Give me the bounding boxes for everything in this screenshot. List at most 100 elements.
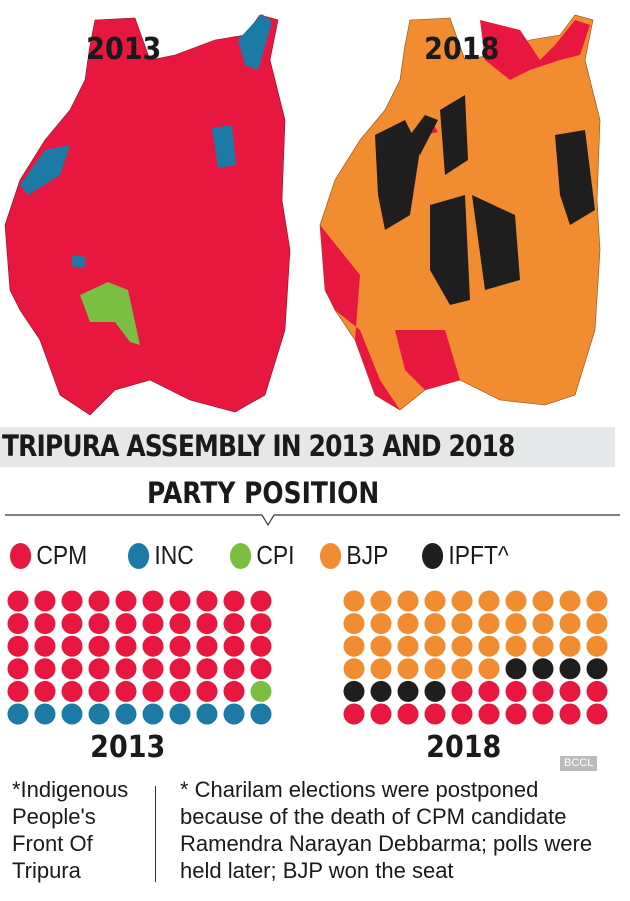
seat-dot-2018-ipft [370, 680, 392, 702]
seat-dot-2013-cpm [88, 658, 110, 680]
seat-dot-2018-cpm [532, 703, 554, 725]
seat-dot-2018-cpm [451, 703, 473, 725]
seat-dot-2018-cpm [343, 703, 365, 725]
seat-dot-2018-bjp [424, 590, 446, 612]
seat-dot-2013-cpm [223, 613, 245, 635]
seat-dot-2018-cpm [505, 703, 527, 725]
seat-dot-2013-cpm [7, 680, 29, 702]
seat-dot-2013-cpm [7, 613, 29, 635]
note-ipft: *Indigenous People's Front Of Tripura [12, 777, 129, 883]
seat-dot-2018-bjp [478, 613, 500, 635]
legend-dot [422, 542, 444, 569]
seat-dot-2013-inc [223, 703, 245, 725]
title: TRIPURA ASSEMBLY IN 2013 AND 2018 [2, 429, 515, 463]
maps [4, 14, 601, 416]
map-2013-cpm [4, 14, 291, 416]
seat-dot-2018-cpm [505, 680, 527, 702]
seat-dot-2013-cpm [142, 635, 164, 657]
seat-dot-2018-cpm [532, 680, 554, 702]
legend-dot [320, 542, 342, 569]
seat-dot-2018-bjp [451, 590, 473, 612]
waffle-2018-title: 2018 [426, 730, 502, 765]
seat-dot-2018-ipft [559, 658, 581, 680]
seat-dot-2013-cpm [88, 635, 110, 657]
seat-dot-2013-cpm [196, 680, 218, 702]
seat-dot-2013-cpm [196, 658, 218, 680]
seat-dot-2018-cpm [397, 703, 419, 725]
seat-dot-2018-bjp [559, 635, 581, 657]
map-2013-label: 2013 [86, 32, 162, 67]
legend-item-ipft: IPFT^ [422, 540, 509, 571]
seat-dot-2018-bjp [343, 635, 365, 657]
seat-dot-2013-cpm [142, 658, 164, 680]
seat-dot-2018-bjp [586, 613, 608, 635]
seat-dot-2013-cpm [196, 613, 218, 635]
seat-dot-2018-bjp [370, 658, 392, 680]
legend-item-bjp: BJP [320, 540, 388, 571]
seat-dot-2018-ipft [343, 680, 365, 702]
seat-dot-2013-cpm [196, 635, 218, 657]
seat-dot-2013-cpm [115, 680, 137, 702]
seat-dot-2013-cpm [250, 590, 272, 612]
seat-dot-2013-cpm [169, 635, 191, 657]
seat-dot-2013-inc [7, 703, 29, 725]
seat-dot-2018-bjp [505, 590, 527, 612]
seat-dot-2018-bjp [343, 658, 365, 680]
seat-dot-2013-cpm [61, 680, 83, 702]
waffle-2013-title: 2013 [90, 730, 166, 765]
seat-dot-2013-cpm [88, 680, 110, 702]
seat-dot-2013-cpm [34, 635, 56, 657]
seat-dot-2018-cpm [559, 703, 581, 725]
seat-dot-2013-inc [142, 703, 164, 725]
legend-label: CPI [256, 540, 295, 570]
seat-dot-2013-inc [115, 703, 137, 725]
seat-dot-2018-ipft [424, 680, 446, 702]
legend-label: INC [154, 540, 194, 570]
map-2018 [319, 14, 601, 411]
seat-dot-2018-bjp [343, 613, 365, 635]
seat-dot-2018-bjp [586, 590, 608, 612]
seat-dot-2018-bjp [397, 613, 419, 635]
seat-dot-2018-bjp [370, 613, 392, 635]
seat-dot-2018-ipft [397, 680, 419, 702]
seat-dot-2013-cpm [169, 658, 191, 680]
legend-item-inc: INC [128, 540, 194, 571]
seat-dot-2018-bjp [397, 658, 419, 680]
map-2018-label: 2018 [424, 32, 500, 67]
seat-dot-2018-bjp [559, 590, 581, 612]
seat-dot-2018-bjp [370, 590, 392, 612]
map-2013-inc [20, 14, 272, 268]
seat-dot-2013-cpm [115, 613, 137, 635]
seat-dot-2018-cpm [586, 703, 608, 725]
seat-dot-2013-cpm [223, 680, 245, 702]
legend-item-cpi: CPI [230, 540, 295, 571]
seat-dot-2013-cpm [34, 590, 56, 612]
seat-dot-2013-inc [196, 703, 218, 725]
subtitle: PARTY POSITION [147, 476, 380, 510]
seat-dot-2013-cpm [250, 635, 272, 657]
title-band: TRIPURA ASSEMBLY IN 2013 AND 2018 [0, 427, 615, 467]
seat-dot-2018-bjp [451, 613, 473, 635]
seat-dot-2018-bjp [478, 590, 500, 612]
seat-dot-2018-bjp [532, 613, 554, 635]
legend-dot [10, 542, 32, 569]
seat-dot-2013-cpm [223, 635, 245, 657]
watermark: BCCL [560, 756, 598, 771]
seat-dot-2013-cpm [88, 613, 110, 635]
seat-dot-2013-inc [250, 703, 272, 725]
legend-dot [230, 542, 252, 569]
seat-dot-2013-cpm [7, 590, 29, 612]
seat-dot-2013-cpm [61, 635, 83, 657]
map-2018-cpm [320, 20, 590, 410]
seat-dot-2013-cpm [169, 590, 191, 612]
seat-dot-2018-bjp [451, 658, 473, 680]
seat-dot-2018-cpm [451, 680, 473, 702]
seat-dot-2013-cpm [169, 680, 191, 702]
seat-dot-2018-cpm [424, 703, 446, 725]
seat-dot-2013-cpm [115, 590, 137, 612]
seat-dot-2013-cpm [115, 658, 137, 680]
seat-dot-2013-cpi [250, 680, 272, 702]
seat-dot-2018-bjp [478, 658, 500, 680]
seat-dot-2018-bjp [424, 613, 446, 635]
seat-dot-2013-cpm [61, 613, 83, 635]
